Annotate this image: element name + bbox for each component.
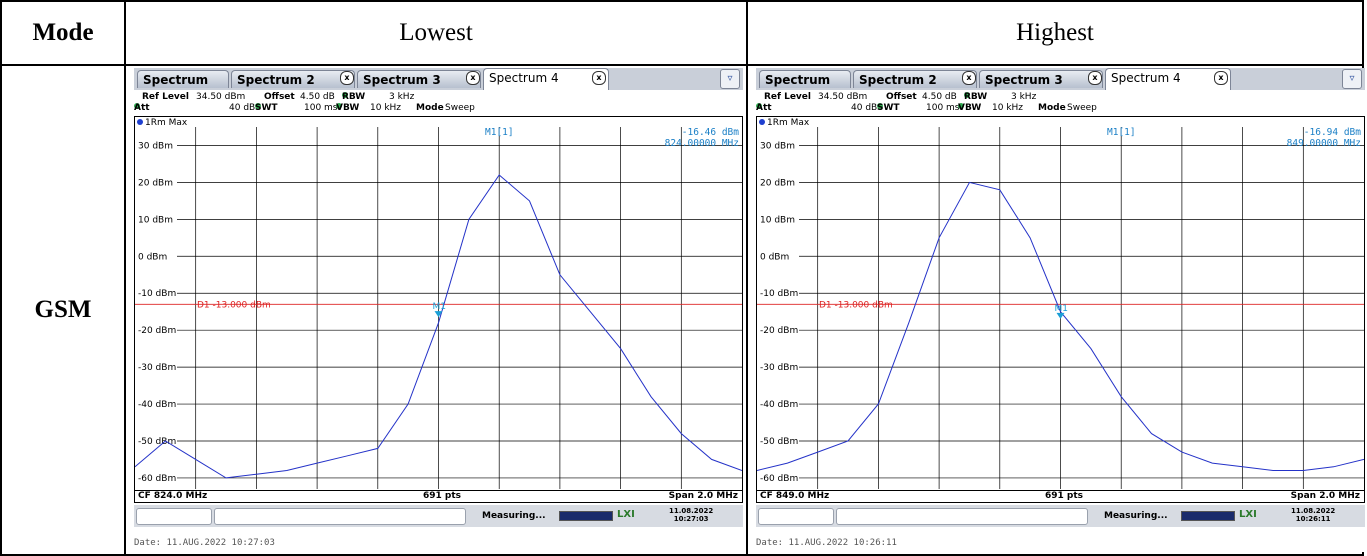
input-box[interactable] — [836, 508, 1088, 525]
y-tick-label: -30 dBm — [760, 363, 798, 373]
date-footer: Date: 11.AUG.2022 10:27:03 — [134, 538, 275, 548]
spectrum-plot-svg: 30 dBm 20 dBm 10 dBm 0 dBm -10 dBm -20 dBm -30… — [135, 127, 742, 489]
close-icon[interactable]: x — [962, 71, 976, 85]
marker-readout-level: -16.46 dBm — [682, 127, 739, 138]
y-tick-label: -20 dBm — [760, 326, 798, 336]
spectrum-screenshot-lowest: Spectrum Spectrum 2 x Spectrum 3 x Spect… — [134, 68, 743, 552]
trace-line — [135, 174, 742, 479]
y-tick-label: -50 dBm — [138, 437, 176, 447]
settings-info: Ref Level 34.50 dBm Offset 4.50 dB RBW 3… — [756, 90, 1365, 116]
tab-spectrum[interactable]: Spectrum — [759, 70, 851, 88]
dropdown-toggle-icon[interactable]: ▿ — [720, 69, 740, 89]
marker-triangle — [1056, 312, 1065, 319]
trace-label: 1Rm Max — [759, 118, 809, 128]
close-icon[interactable]: x — [1214, 71, 1228, 85]
y-tick-label: -60 dBm — [760, 474, 798, 484]
y-tick-label: -40 dBm — [138, 400, 176, 410]
measuring-status: Measuring... — [1104, 511, 1168, 521]
marker-readout-freq: 849.00000 MHz — [1287, 138, 1361, 149]
status-line: CF 824.0 MHz 691 pts Span 2.0 MHz — [134, 491, 743, 503]
input-box[interactable] — [758, 508, 834, 525]
tab-spectrum-3[interactable]: Spectrum 3 — [357, 70, 481, 88]
tab-spectrum-2[interactable]: Spectrum 2 — [231, 70, 355, 88]
progress-bar — [559, 511, 613, 521]
y-tick-label: -60 dBm — [138, 474, 176, 484]
marker-readout-name: M1[1] — [485, 127, 514, 138]
date-footer: Date: 11.AUG.2022 10:26:11 — [756, 538, 897, 548]
y-tick-label: -40 dBm — [760, 400, 798, 410]
y-tick-label: 20 dBm — [760, 178, 795, 188]
bottom-bar: Measuring... LXI 11.08.2022 10:27:03 — [134, 505, 743, 527]
spectrum-plot-svg: 30 dBm 20 dBm 10 dBm 0 dBm -10 dBm -20 dBm -30… — [757, 127, 1364, 489]
display-line-label: D1 -13.000 dBm — [197, 300, 271, 310]
measuring-status: Measuring... — [482, 511, 546, 521]
y-tick-label: 20 dBm — [138, 178, 173, 188]
marker-readout-name: M1[1] — [1107, 127, 1136, 138]
tab-spectrum-4[interactable]: Spectrum 4 — [483, 68, 609, 90]
bottom-bar: Measuring... LXI 11.08.2022 10:26:11 — [756, 505, 1365, 527]
y-tick-label: 0 dBm — [760, 252, 789, 262]
tab-bar: Spectrum Spectrum 2 x Spectrum 3 x Spect… — [134, 68, 743, 90]
display-line-label: D1 -13.000 dBm — [819, 300, 893, 310]
y-tick-label: -20 dBm — [138, 326, 176, 336]
cell-lowest: Spectrum Spectrum 2 x Spectrum 3 x Spect… — [124, 64, 748, 556]
dropdown-toggle-icon[interactable]: ▿ — [1342, 69, 1362, 89]
settings-info: Ref Level 34.50 dBm Offset 4.50 dB RBW 3… — [134, 90, 743, 116]
y-tick-label: 10 dBm — [760, 215, 795, 225]
header-mode: Mode — [0, 0, 126, 66]
tab-spectrum-2[interactable]: Spectrum 2 — [853, 70, 977, 88]
status-line: CF 849.0 MHz 691 pts Span 2.0 MHz — [756, 491, 1365, 503]
y-tick-label: 0 dBm — [138, 252, 167, 262]
progress-bar — [1181, 511, 1235, 521]
plot-area: 1Rm Max 30 dBm 20 dBm 10 dBm 0 dBm -10 dBm -2… — [756, 116, 1365, 491]
spectrum-screenshot-highest: Spectrum Spectrum 2 x Spectrum 3 x Spect… — [756, 68, 1365, 552]
y-tick-label: 30 dBm — [138, 141, 173, 151]
header-lowest: Lowest — [124, 0, 748, 66]
close-icon[interactable]: x — [466, 71, 480, 85]
trace-line — [757, 181, 1364, 471]
y-tick-label: 30 dBm — [760, 141, 795, 151]
cell-highest: Spectrum Spectrum 2 x Spectrum 3 x Spect… — [746, 64, 1365, 556]
tab-spectrum-4[interactable]: Spectrum 4 — [1105, 68, 1231, 90]
marker-readout-level: -16.94 dBm — [1304, 127, 1361, 138]
lxi-icon: LXI — [1239, 509, 1257, 520]
plot-area: 1Rm Max 30 dBm 20 dBm 10 dBm 0 dBm -10 dBm -2… — [134, 116, 743, 491]
close-icon[interactable]: x — [340, 71, 354, 85]
marker-triangle — [434, 311, 443, 318]
y-tick-label: -10 dBm — [138, 289, 176, 299]
close-icon[interactable]: x — [592, 71, 606, 85]
close-icon[interactable]: x — [1088, 71, 1102, 85]
y-tick-label: -50 dBm — [760, 437, 798, 447]
header-highest: Highest — [746, 0, 1364, 66]
marker-readout-freq: 824.00000 MHz — [665, 138, 739, 149]
y-tick-label: -10 dBm — [760, 289, 798, 299]
status-datetime: 11.08.2022 10:27:03 — [669, 507, 714, 523]
tab-spectrum[interactable]: Spectrum — [137, 70, 229, 88]
lxi-icon: LXI — [617, 509, 635, 520]
marker-tag: M1 — [433, 302, 447, 312]
tab-bar: Spectrum Spectrum 2 x Spectrum 3 x Spect… — [756, 68, 1365, 90]
marker-tag: M1 — [1055, 304, 1069, 314]
input-box[interactable] — [214, 508, 466, 525]
trace-label: 1Rm Max — [137, 118, 187, 128]
y-tick-label: 10 dBm — [138, 215, 173, 225]
input-box[interactable] — [136, 508, 212, 525]
row-label-gsm: GSM — [0, 64, 126, 556]
y-tick-label: -30 dBm — [138, 363, 176, 373]
tab-spectrum-3[interactable]: Spectrum 3 — [979, 70, 1103, 88]
status-datetime: 11.08.2022 10:26:11 — [1291, 507, 1336, 523]
